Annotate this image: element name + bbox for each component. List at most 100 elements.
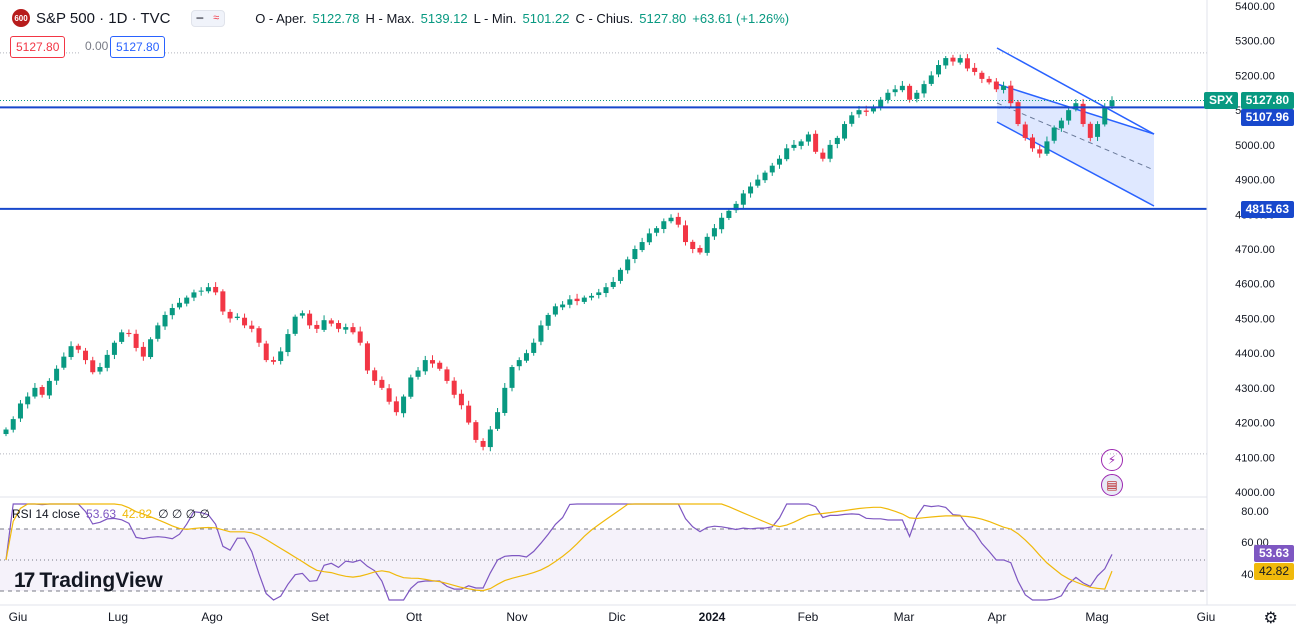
candle-body: [907, 85, 913, 100]
candle-body: [863, 110, 869, 112]
candle-body: [776, 158, 782, 165]
time-tick-label: Ago: [201, 610, 223, 624]
candle-body: [46, 380, 52, 396]
price-tick-label: 5000.00: [1235, 140, 1275, 152]
candle-body: [719, 217, 725, 230]
candle-body: [509, 367, 515, 388]
price-tick-label: 5200.00: [1235, 70, 1275, 82]
time-tick-label: Mar: [894, 610, 915, 624]
candle-body: [856, 110, 862, 115]
price-tick-label: 4700.00: [1235, 244, 1275, 256]
symbol-label: SPX: [1203, 92, 1238, 109]
time-axis[interactable]: Giu Lug Ago Set Ott Nov Dic 2024 Feb Mar Apr Mag Giu: [9, 610, 1216, 624]
rsi-legend-name[interactable]: RSI 14 close: [12, 507, 81, 521]
price-tick-label: 4400.00: [1235, 348, 1275, 360]
candle-body: [97, 367, 103, 372]
rsi-legend[interactable]: RSI 14 close 53.63 42.82 ∅ ∅ ∅ ∅: [12, 507, 210, 521]
candle-body: [791, 144, 797, 148]
candle-body: [523, 353, 529, 361]
candle-body: [726, 210, 732, 218]
candle-body: [545, 314, 551, 326]
candle-body: [473, 422, 479, 440]
regression-channel[interactable]: [996, 47, 1155, 207]
us-flag-icon[interactable]: ▤: [1101, 474, 1123, 496]
candle-body: [603, 287, 609, 294]
candle-body: [1058, 120, 1064, 129]
candle-body: [1001, 85, 1007, 90]
candle-body: [155, 325, 161, 339]
candle-body: [567, 299, 573, 305]
candle-body: [357, 331, 363, 343]
gear-icon[interactable]: ⚙: [1263, 610, 1278, 627]
candle-body: [307, 313, 313, 326]
candle-body: [914, 92, 920, 99]
candle-body: [697, 247, 703, 253]
buy-price-button[interactable]: 5127.80: [110, 36, 166, 58]
candle-body: [899, 85, 905, 91]
candle-body: [140, 346, 146, 357]
tradingview-logo-icon: 17: [14, 569, 35, 592]
candle-body: [516, 360, 522, 367]
candle-body: [834, 137, 840, 145]
candle-body: [249, 325, 255, 329]
candle-body: [1037, 149, 1043, 154]
line-style-icon[interactable]: ━: [196, 12, 204, 25]
candle-body: [560, 304, 566, 308]
tradingview-logo-text: TradingView: [39, 569, 163, 592]
candle-body: [878, 99, 884, 108]
candle-body: [1008, 85, 1014, 104]
lower-line-label: 4815.63: [1240, 201, 1294, 218]
rsi-value-label: 53.63: [1253, 545, 1294, 562]
tradingview-logo[interactable]: 17 TradingView: [14, 569, 163, 593]
rsi-ma-label: 42.82: [1253, 563, 1294, 580]
time-tick-label: Apr: [988, 610, 1007, 624]
chart-style-buttons[interactable]: ━ ≈: [190, 9, 226, 27]
candle-body: [480, 440, 486, 447]
candle-body: [1095, 124, 1101, 137]
candle-body: [270, 360, 276, 362]
rsi-ma-line: [5, 503, 1113, 592]
candle-body: [1015, 102, 1021, 125]
candle-body: [596, 292, 602, 296]
candle-body: [617, 269, 623, 281]
sell-price-button[interactable]: 5127.80: [10, 36, 66, 58]
candle-body: [299, 313, 305, 316]
candle-body: [675, 216, 681, 225]
open-value: 5122.78: [312, 10, 360, 26]
rsi-tick-label: 80.00: [1241, 506, 1269, 518]
candle-body: [75, 345, 81, 350]
candle-body: [148, 339, 154, 358]
flash-icon[interactable]: ⚡: [1101, 449, 1123, 471]
candle-body: [639, 242, 645, 251]
candle-body: [104, 354, 110, 368]
candle-body: [813, 133, 819, 152]
candle-body: [10, 419, 16, 430]
price-tick-label: 4000.00: [1235, 487, 1275, 499]
open-label: O - Aper.: [255, 10, 307, 26]
candle-body: [191, 292, 197, 298]
candle-body: [1051, 127, 1057, 141]
candle-body: [870, 106, 876, 112]
candle-body: [842, 124, 848, 139]
candle-body: [654, 228, 660, 233]
candle-body: [198, 290, 204, 292]
candle-body: [936, 65, 942, 75]
candle-body: [1029, 137, 1035, 149]
candle-body: [1073, 103, 1079, 110]
candle-body: [740, 193, 746, 205]
candle-body: [343, 327, 349, 330]
price-tick-label: 4600.00: [1235, 279, 1275, 291]
candle-body: [943, 58, 949, 66]
wave-style-icon[interactable]: ≈: [213, 11, 220, 24]
candle-body: [111, 342, 117, 355]
candle-body: [849, 115, 855, 124]
symbol-title[interactable]: S&P 500 · 1D · TVC: [36, 9, 171, 27]
low-value: 5101.22: [522, 10, 570, 26]
candle-body: [581, 297, 587, 302]
candle-body: [885, 92, 891, 100]
rsi-pane: [0, 503, 1207, 601]
price-axis[interactable]: 5400.005300.005200.005100.005000.004900.…: [1235, 1, 1275, 499]
candle-body: [328, 320, 334, 324]
ohlc-values: O - Aper. 5122.78 H - Max. 5139.12 L - Min…: [255, 11, 789, 26]
